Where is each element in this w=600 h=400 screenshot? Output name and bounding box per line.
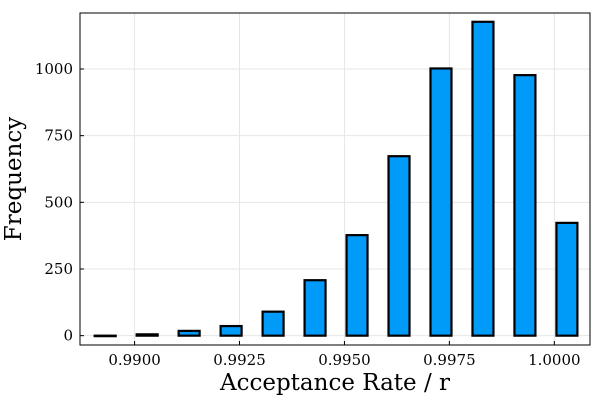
histogram-bar (177, 329, 201, 337)
x-tick-label: 0.9900 (108, 351, 161, 369)
x-tick-label: 0.9950 (318, 351, 371, 369)
histogram-bar (219, 324, 243, 337)
histogram-bar (303, 279, 327, 337)
histogram-bar (513, 74, 537, 337)
y-tick-label: 0 (63, 327, 73, 345)
histogram-bar (387, 155, 411, 337)
x-axis-title: Acceptance Rate / r (219, 370, 450, 396)
histogram-bar (555, 221, 579, 337)
plot-frame (79, 12, 591, 346)
histogram-bar (471, 20, 495, 337)
x-tick-label: 0.9975 (423, 351, 476, 369)
bars (93, 20, 579, 338)
grid-lines (80, 13, 590, 345)
y-tick-label: 750 (44, 127, 73, 145)
histogram-bar (93, 334, 117, 338)
x-tick-label: 0.9925 (213, 351, 266, 369)
histogram-bar (345, 234, 369, 337)
y-tick-label: 500 (44, 193, 73, 211)
histogram-bar (261, 310, 285, 337)
y-axis-title: Frequency (1, 117, 27, 241)
axis-ticks: 0.9900 0.9925 0.9950 0.9975 1.0000 0 250 500 750… (35, 60, 581, 369)
histogram-bar (429, 67, 453, 337)
x-tick-label: 1.0000 (528, 351, 581, 369)
histogram-bar (135, 333, 159, 337)
y-tick-label: 1000 (35, 60, 73, 78)
y-tick-label: 250 (44, 260, 73, 278)
